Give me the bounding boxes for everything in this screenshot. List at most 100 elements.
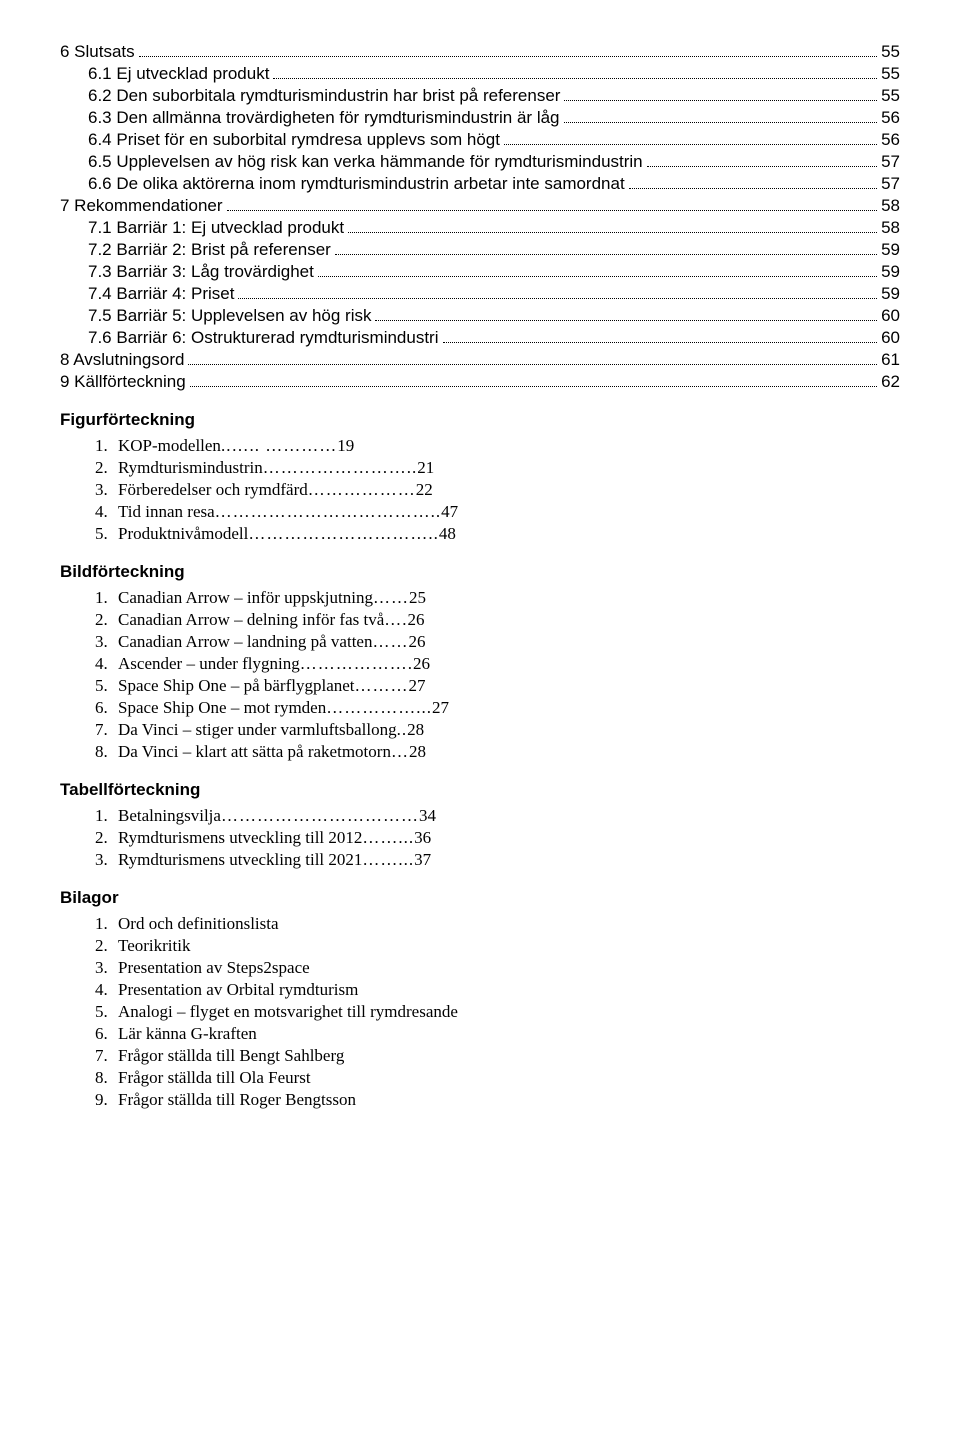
- toc-row: 6.6 De olika aktörerna inom rymdturismin…: [60, 174, 900, 194]
- toc-row: 7.6 Barriär 6: Ostrukturerad rymdturismi…: [60, 328, 900, 348]
- list-item-fill: ……...: [362, 828, 414, 848]
- list-item-text: Canadian Arrow – delning inför fas två: [118, 610, 384, 630]
- list-item-fill: ……………...: [326, 698, 432, 718]
- toc-row: 8 Avslutningsord 61: [60, 350, 900, 370]
- toc-label: 9 Källförteckning: [60, 372, 186, 392]
- toc-page: 55: [881, 64, 900, 84]
- list-item-fill: …………………………..: [248, 524, 439, 544]
- toc-row: 7.2 Barriär 2: Brist på referenser 59: [60, 240, 900, 260]
- list-item-text: Rymdturismens utveckling till 2012: [118, 828, 362, 848]
- list-item-text: Da Vinci – stiger under varmluftsballong: [118, 720, 397, 740]
- toc-label: 6.3 Den allmänna trovärdigheten för rymd…: [88, 108, 560, 128]
- list-item-text: Förberedelser och rymdfärd: [118, 480, 308, 500]
- toc-row: 6.3 Den allmänna trovärdigheten för rymd…: [60, 108, 900, 128]
- list-item: Da Vinci – stiger under varmluftsballong…: [112, 720, 900, 740]
- list-item: Canadian Arrow – landning på vatten……26: [112, 632, 900, 652]
- toc-row: 6.5 Upplevelsen av hög risk kan verka hä…: [60, 152, 900, 172]
- list-item-page: 26: [408, 632, 425, 652]
- list-item: Ord och definitionslista: [112, 914, 900, 934]
- toc-row: 6.2 Den suborbitala rymdturismindustrin …: [60, 86, 900, 106]
- toc-label: 7 Rekommendationer: [60, 196, 223, 216]
- toc-page: 60: [881, 328, 900, 348]
- toc-leader-dots: [629, 188, 877, 189]
- list-item-text: Frågor ställda till Bengt Sahlberg: [118, 1046, 344, 1066]
- list-item: Canadian Arrow – inför uppskjutning……25: [112, 588, 900, 608]
- list-item: Lär känna G-kraften: [112, 1024, 900, 1044]
- list-item-fill: ……...: [362, 850, 414, 870]
- list-heading: Tabellförteckning: [60, 780, 900, 800]
- list-item-page: 34: [419, 806, 436, 826]
- list-item-page: 37: [414, 850, 431, 870]
- toc-page: 58: [881, 218, 900, 238]
- toc-leader-dots: [139, 56, 877, 57]
- list-item-text: Canadian Arrow – inför uppskjutning: [118, 588, 373, 608]
- list-item-fill: ………………: [308, 480, 416, 500]
- toc-page: 62: [881, 372, 900, 392]
- toc-label: 6.5 Upplevelsen av hög risk kan verka hä…: [88, 152, 643, 172]
- toc-label: 6.2 Den suborbitala rymdturismindustrin …: [88, 86, 560, 106]
- list-item-fill: ……: [373, 588, 409, 608]
- toc-leader-dots: [375, 320, 877, 321]
- toc-row: 7.1 Barriär 1: Ej utvecklad produkt58: [60, 218, 900, 238]
- toc-row: 9 Källförteckning 62: [60, 372, 900, 392]
- toc-page: 55: [881, 42, 900, 62]
- list-item-page: 21: [417, 458, 434, 478]
- toc-page: 59: [881, 262, 900, 282]
- list-item-text: Frågor ställda till Ola Feurst: [118, 1068, 311, 1088]
- list-item-fill: ………………………………..: [215, 502, 442, 522]
- toc-row: 7 Rekommendationer58: [60, 196, 900, 216]
- list-item-fill: ….: [384, 610, 407, 630]
- toc-label: 7.2 Barriär 2: Brist på referenser: [88, 240, 331, 260]
- toc-label: 6.4 Priset för en suborbital rymdresa up…: [88, 130, 500, 150]
- toc-leader-dots: [504, 144, 877, 145]
- toc-leader-dots: [190, 386, 877, 387]
- list-item-page: 36: [414, 828, 431, 848]
- list-item-fill: ………: [355, 676, 409, 696]
- list-item: Presentation av Steps2space: [112, 958, 900, 978]
- lists-block: FigurförteckningKOP-modellen..….. …………19…: [60, 410, 900, 1110]
- list-item-text: Presentation av Orbital rymdturism: [118, 980, 358, 1000]
- toc-page: 59: [881, 240, 900, 260]
- list-item-page: 27: [432, 698, 449, 718]
- list-item: Canadian Arrow – delning inför fas två….…: [112, 610, 900, 630]
- toc-leader-dots: [318, 276, 877, 277]
- list-item: Ascender – under flygning……………….26: [112, 654, 900, 674]
- list-item: Förberedelser och rymdfärd………………22: [112, 480, 900, 500]
- list-item-text: Frågor ställda till Roger Bengtsson: [118, 1090, 356, 1110]
- list-item-text: Produktnivåmodell: [118, 524, 248, 544]
- toc-row: 6 Slutsats55: [60, 42, 900, 62]
- toc-leader-dots: [564, 100, 877, 101]
- list-item-fill: ……………………..: [263, 458, 418, 478]
- numbered-list: Canadian Arrow – inför uppskjutning……25C…: [112, 588, 900, 762]
- list-item: Analogi – flyget en motsvarighet till ry…: [112, 1002, 900, 1022]
- toc-label: 7.5 Barriär 5: Upplevelsen av hög risk: [88, 306, 371, 326]
- toc-page: 56: [881, 108, 900, 128]
- list-item-fill: …: [391, 742, 409, 762]
- toc-leader-dots: [227, 210, 878, 211]
- toc-page: 61: [881, 350, 900, 370]
- toc-label: 8 Avslutningsord: [60, 350, 184, 370]
- toc-page: 59: [881, 284, 900, 304]
- list-item-fill: ..: [397, 720, 408, 740]
- list-item-text: Space Ship One – på bärflygplanet: [118, 676, 355, 696]
- list-item: Tid innan resa………………………………..47: [112, 502, 900, 522]
- list-item-page: 26: [413, 654, 430, 674]
- list-item: Da Vinci – klart att sätta på raketmotor…: [112, 742, 900, 762]
- toc-row: 7.5 Barriär 5: Upplevelsen av hög risk60: [60, 306, 900, 326]
- toc-leader-dots: [564, 122, 878, 123]
- toc-leader-dots: [188, 364, 877, 365]
- numbered-list: Ord och definitionslistaTeorikritikPrese…: [112, 914, 900, 1110]
- toc-leader-dots: [647, 166, 877, 167]
- list-item-text: Lär känna G-kraften: [118, 1024, 257, 1044]
- list-item-page: 47: [441, 502, 458, 522]
- list-item: Frågor ställda till Roger Bengtsson: [112, 1090, 900, 1110]
- toc-leader-dots: [238, 298, 877, 299]
- toc-row: 7.3 Barriär 3: Låg trovärdighet59: [60, 262, 900, 282]
- toc-page: 55: [881, 86, 900, 106]
- list-item-text: Space Ship One – mot rymden: [118, 698, 326, 718]
- list-item-fill: ……………………………: [221, 806, 419, 826]
- list-item: KOP-modellen..….. …………19: [112, 436, 900, 456]
- toc-row: 7.4 Barriär 4: Priset59: [60, 284, 900, 304]
- list-item: Space Ship One – på bärflygplanet………27: [112, 676, 900, 696]
- list-item-fill: ……………….: [300, 654, 413, 674]
